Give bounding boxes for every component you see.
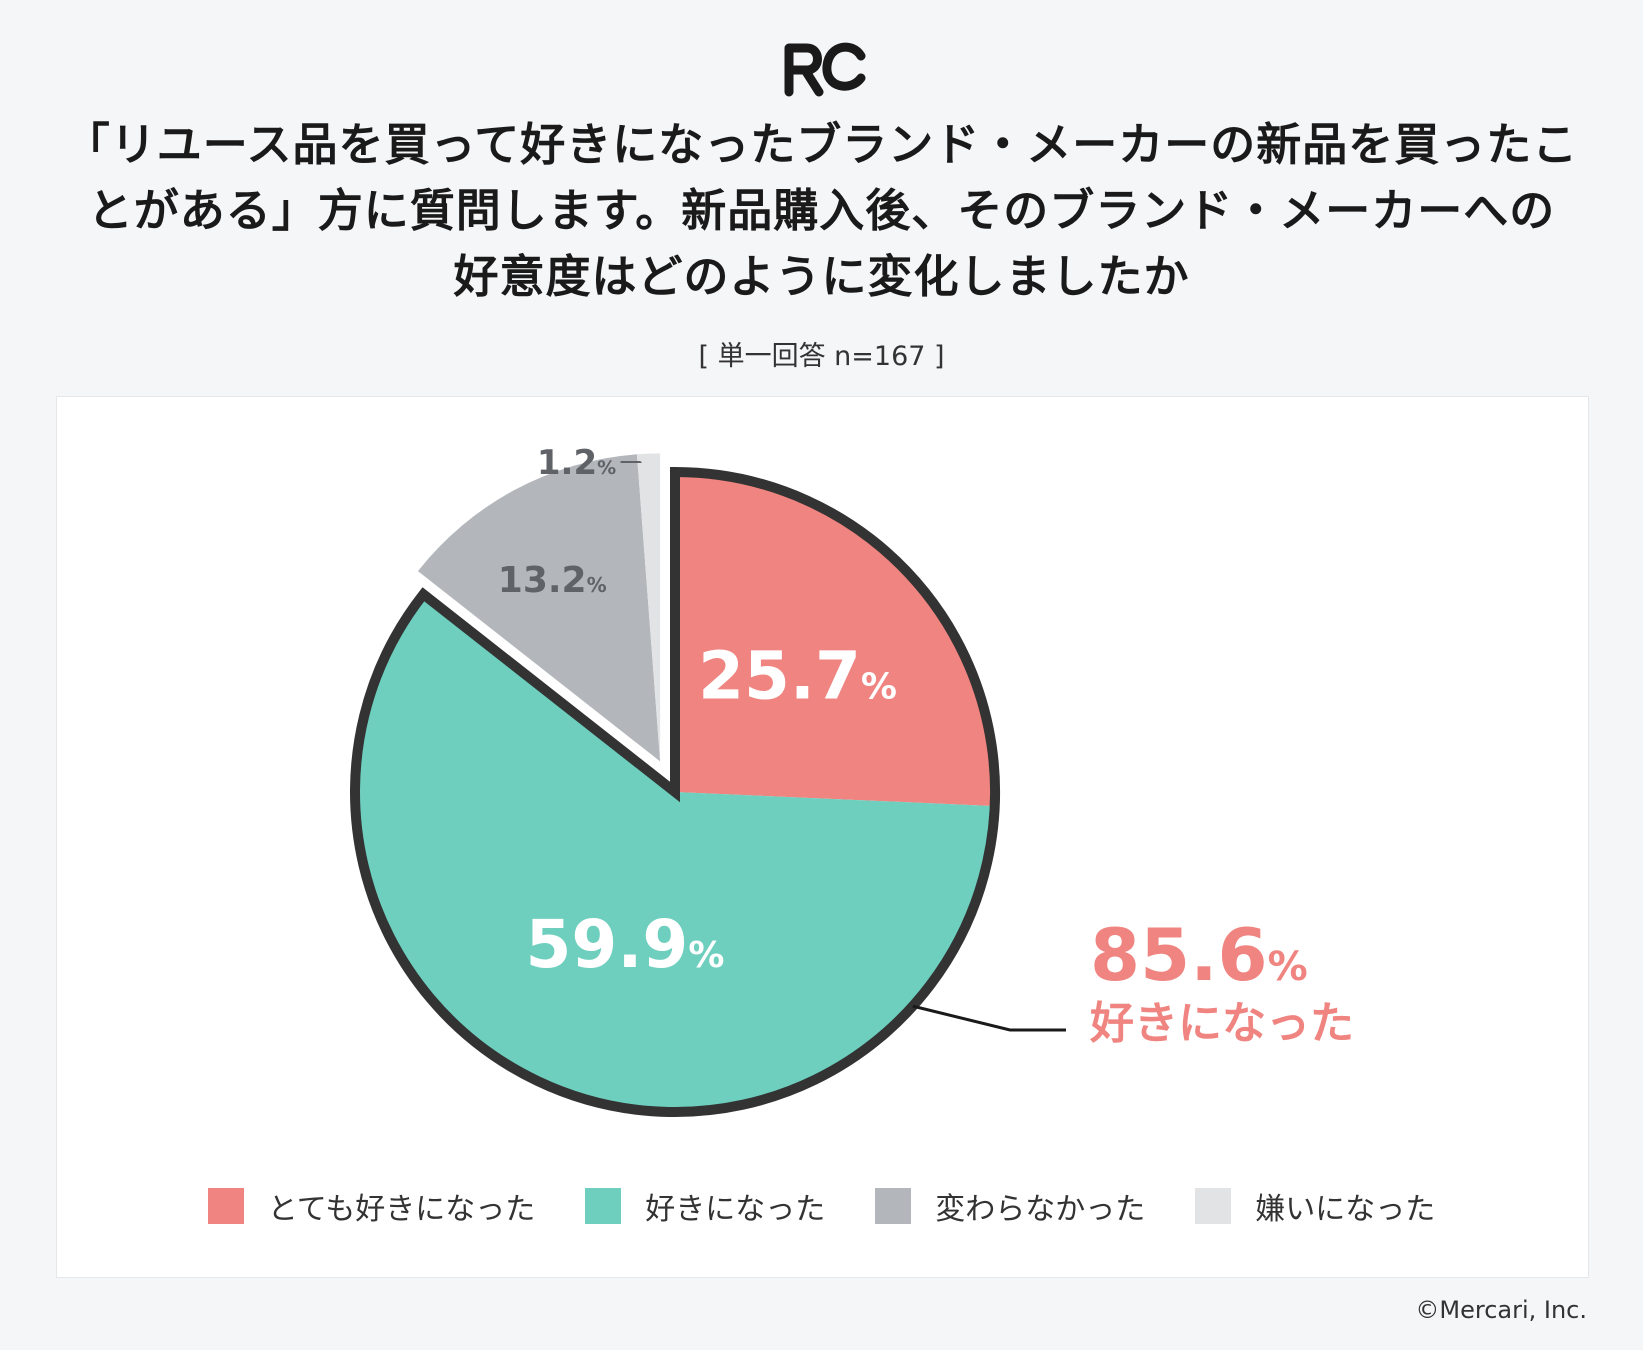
legend-label-3: 変わらなかった bbox=[935, 1192, 1146, 1227]
pie-slice-4 bbox=[636, 453, 661, 762]
legend-swatch-4 bbox=[1195, 1188, 1232, 1224]
legend-item-3: 変わらなかった bbox=[875, 1184, 1145, 1228]
callout-leader bbox=[912, 1004, 1066, 1032]
legend: とても好きになった 好きになった 変わらなかった 嫌いになった bbox=[0, 1184, 1643, 1228]
legend-label-2: 好きになった bbox=[645, 1192, 826, 1227]
pie-slice-1 bbox=[675, 472, 995, 807]
legend-swatch-1 bbox=[207, 1188, 244, 1224]
title-line-1: 「リユース品を買って好きになったブランド・メーカーの新品を買ったこ bbox=[64, 118, 1579, 171]
data-label-3: 13.2% bbox=[498, 560, 607, 601]
legend-label-4: 嫌いになった bbox=[1255, 1192, 1436, 1227]
sample-note: [ 単一回答 n=167 ] bbox=[698, 341, 945, 372]
legend-item-2: 好きになった bbox=[585, 1184, 825, 1228]
pie-slice-2 bbox=[354, 594, 995, 1112]
data-label-1: 25.7% bbox=[698, 638, 897, 715]
callout-value: 85.6% bbox=[1090, 913, 1308, 997]
legend-item-1: とても好きになった bbox=[207, 1184, 536, 1228]
title-line-3: 好意度はどのように変化しましたか bbox=[453, 250, 1190, 303]
copyright: ©Mercari, Inc. bbox=[1415, 1296, 1587, 1324]
legend-label-1: とても好きになった bbox=[267, 1192, 536, 1227]
data-label-4: 1.2% bbox=[537, 443, 616, 483]
callout-label: 好きになった bbox=[1089, 998, 1354, 1049]
chart-title: 「リユース品を買って好きになったブランド・メーカーの新品を買ったこ とがある」方… bbox=[40, 112, 1603, 310]
legend-item-4: 嫌いになった bbox=[1195, 1184, 1435, 1228]
legend-swatch-3 bbox=[875, 1188, 912, 1224]
legend-swatch-2 bbox=[585, 1188, 622, 1224]
pie-slice-3 bbox=[417, 454, 661, 762]
rc-logo bbox=[784, 42, 866, 97]
data-label-2: 59.9% bbox=[525, 906, 724, 983]
pie-main-group bbox=[350, 466, 1000, 1117]
title-line-2: とがある」方に質問します。新品購入後、そのブランド・メーカーへの bbox=[87, 184, 1556, 237]
pie-outline bbox=[350, 466, 1000, 1117]
